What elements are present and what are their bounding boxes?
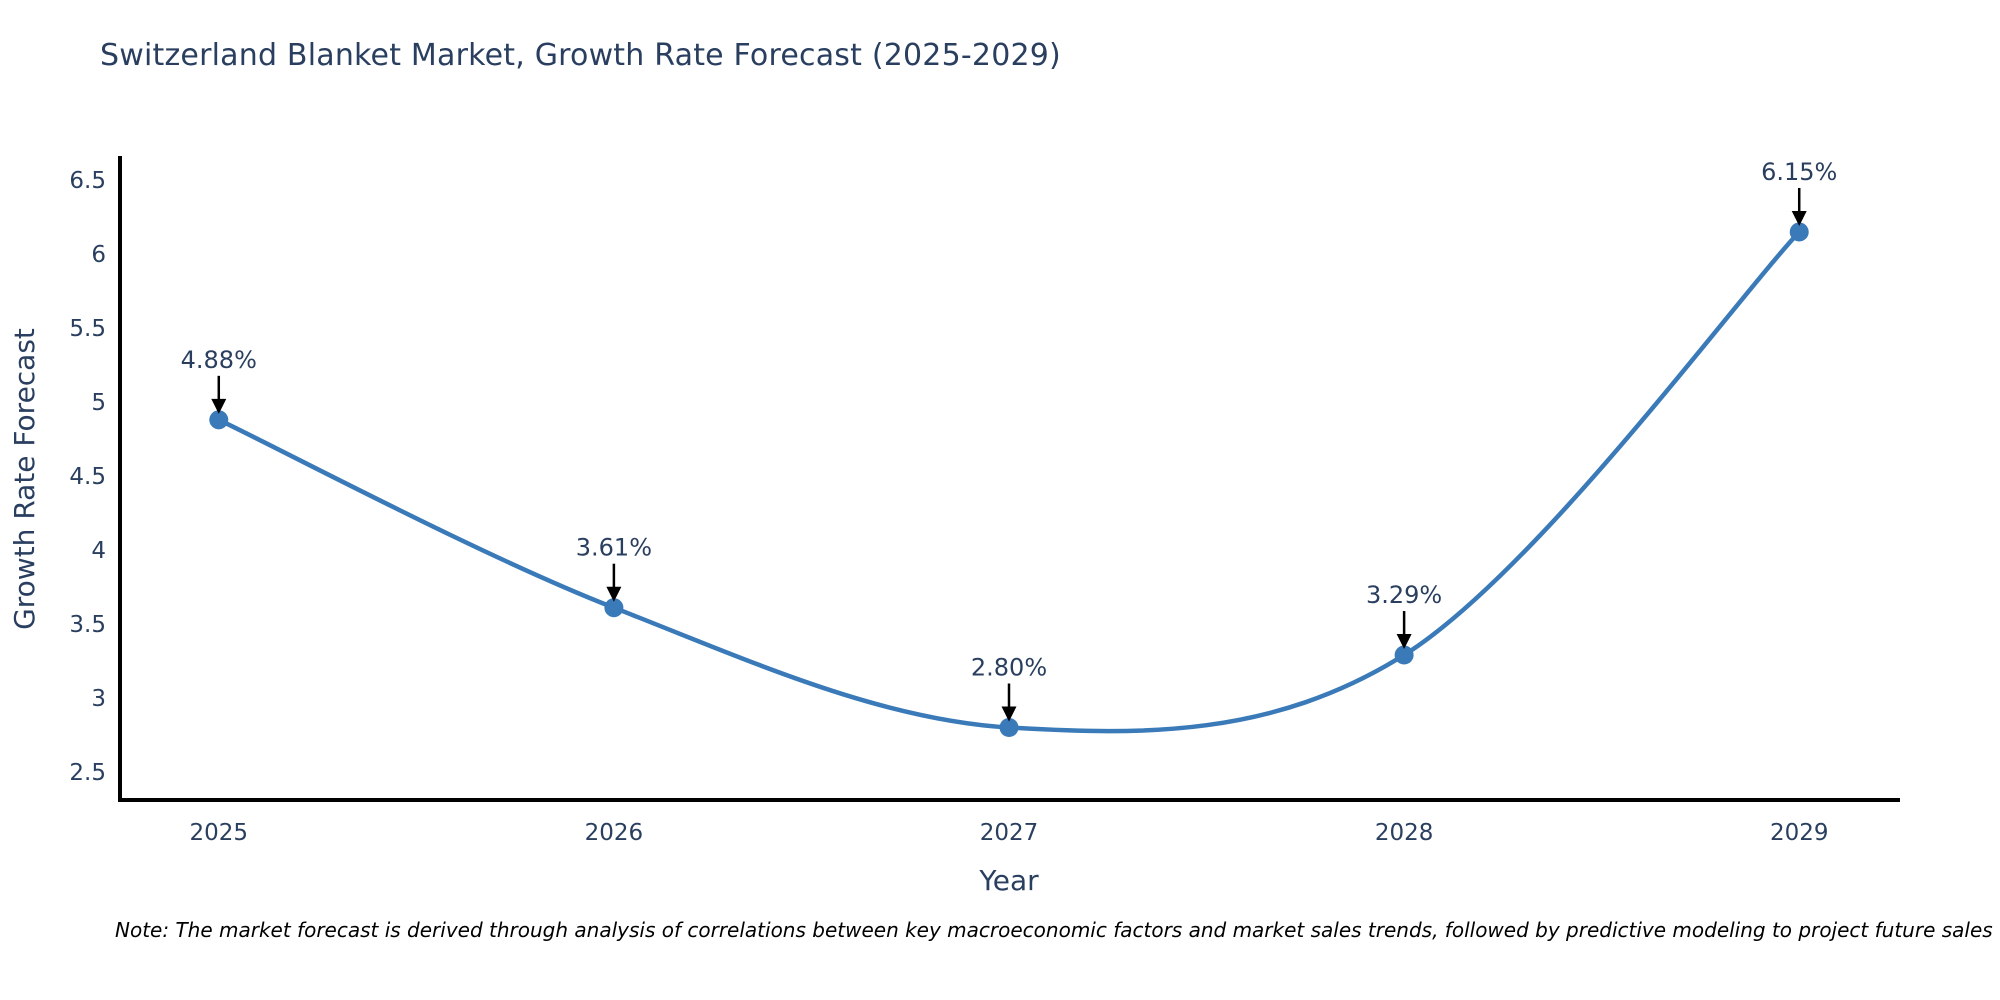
data-point <box>999 718 1019 738</box>
data-point <box>604 598 624 618</box>
x-tick-label: 2025 <box>190 820 249 846</box>
y-tick-label: 6.5 <box>69 168 106 194</box>
y-tick-label: 4.5 <box>69 464 106 490</box>
point-label: 6.15% <box>1761 158 1837 186</box>
x-axis-title: Year <box>978 864 1039 897</box>
annotation-arrowhead-icon <box>1396 634 1412 650</box>
point-annotation: 3.29% <box>1366 581 1442 650</box>
y-tick-label: 5 <box>91 390 106 416</box>
annotation-arrowhead-icon <box>1001 706 1017 722</box>
x-tick-label: 2029 <box>1770 820 1829 846</box>
chart-title: Switzerland Blanket Market, Growth Rate … <box>100 38 1061 73</box>
point-label: 3.61% <box>576 534 652 562</box>
annotation-arrowhead-icon <box>211 398 227 414</box>
point-annotation: 2.80% <box>971 654 1047 722</box>
point-annotation: 6.15% <box>1761 158 1837 226</box>
y-tick-label: 2.5 <box>69 760 106 786</box>
point-annotation: 3.61% <box>576 534 652 602</box>
y-axis-title: Growth Rate Forecast <box>8 328 41 630</box>
annotation-arrowhead-icon <box>606 586 622 602</box>
chart-note: Note: The market forecast is derived thr… <box>115 918 1993 942</box>
point-label: 3.29% <box>1366 581 1442 609</box>
data-point <box>1394 645 1414 665</box>
y-tick-label: 4 <box>91 538 106 564</box>
y-tick-label: 5.5 <box>69 316 106 342</box>
x-tick-label: 2026 <box>585 820 644 846</box>
point-label: 4.88% <box>181 346 257 374</box>
y-tick-label: 3.5 <box>69 612 106 638</box>
x-tick-label: 2028 <box>1375 820 1434 846</box>
y-tick-label: 3 <box>91 686 106 712</box>
data-point <box>1789 222 1809 242</box>
point-annotation: 4.88% <box>181 346 257 414</box>
axis-lines <box>118 156 1900 802</box>
data-point <box>209 410 229 430</box>
x-tick-label: 2027 <box>980 820 1039 846</box>
annotation-arrowhead-icon <box>1791 210 1807 226</box>
series-line <box>217 230 1801 734</box>
y-tick-label: 6 <box>91 242 106 268</box>
point-label: 2.80% <box>971 654 1047 682</box>
